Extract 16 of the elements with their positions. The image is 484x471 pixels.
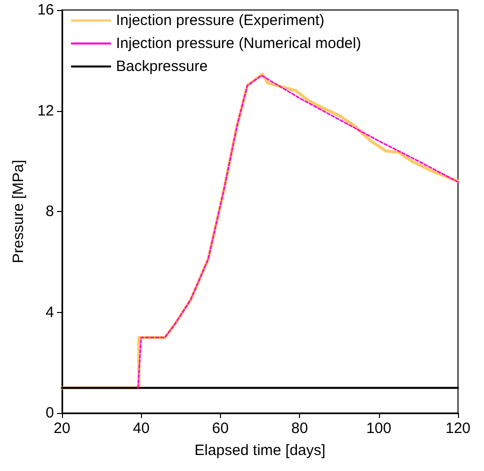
y-tick-label: 4 xyxy=(46,304,54,321)
x-tick-label: 40 xyxy=(132,420,150,437)
legend-label: Injection pressure (Numerical model) xyxy=(116,35,362,52)
x-tick-label: 20 xyxy=(54,420,70,437)
y-tick-label: 12 xyxy=(37,102,54,120)
x-tick-label: 100 xyxy=(366,420,392,437)
y-tick-label: 16 xyxy=(37,2,54,18)
y-tick-label: 0 xyxy=(46,404,54,422)
x-axis-title: Elapsed time [days] xyxy=(194,442,326,459)
x-tick-label: 60 xyxy=(212,420,229,437)
x-tick-label: 120 xyxy=(445,420,471,437)
legend-label: Injection pressure (Experiment) xyxy=(116,12,324,29)
y-tick-label: 8 xyxy=(46,203,54,220)
legend-label: Backpressure xyxy=(116,58,208,75)
y-axis-title: Pressure [MPa] xyxy=(10,160,27,264)
x-tick-label: 80 xyxy=(291,420,308,437)
